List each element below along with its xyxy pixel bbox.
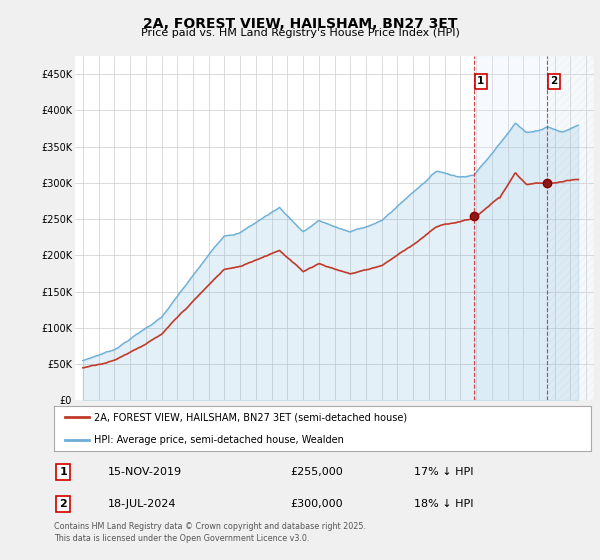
Text: 18-JUL-2024: 18-JUL-2024 bbox=[108, 499, 176, 509]
Text: £300,000: £300,000 bbox=[290, 499, 343, 509]
Text: 1: 1 bbox=[59, 466, 67, 477]
Text: HPI: Average price, semi-detached house, Wealden: HPI: Average price, semi-detached house,… bbox=[94, 435, 344, 445]
Text: 2A, FOREST VIEW, HAILSHAM, BN27 3ET: 2A, FOREST VIEW, HAILSHAM, BN27 3ET bbox=[143, 17, 457, 31]
Text: Contains HM Land Registry data © Crown copyright and database right 2025.
This d: Contains HM Land Registry data © Crown c… bbox=[54, 522, 366, 543]
Text: 2: 2 bbox=[551, 76, 558, 86]
Text: 15-NOV-2019: 15-NOV-2019 bbox=[108, 466, 182, 477]
Bar bbox=[474, 56, 547, 400]
Text: £255,000: £255,000 bbox=[290, 466, 343, 477]
Text: 2: 2 bbox=[59, 499, 67, 509]
Text: 2A, FOREST VIEW, HAILSHAM, BN27 3ET (semi-detached house): 2A, FOREST VIEW, HAILSHAM, BN27 3ET (sem… bbox=[94, 412, 407, 422]
Text: 18% ↓ HPI: 18% ↓ HPI bbox=[414, 499, 473, 509]
Text: 1: 1 bbox=[477, 76, 484, 86]
Text: 17% ↓ HPI: 17% ↓ HPI bbox=[414, 466, 473, 477]
Text: Price paid vs. HM Land Registry's House Price Index (HPI): Price paid vs. HM Land Registry's House … bbox=[140, 28, 460, 38]
Bar bbox=[547, 56, 594, 400]
